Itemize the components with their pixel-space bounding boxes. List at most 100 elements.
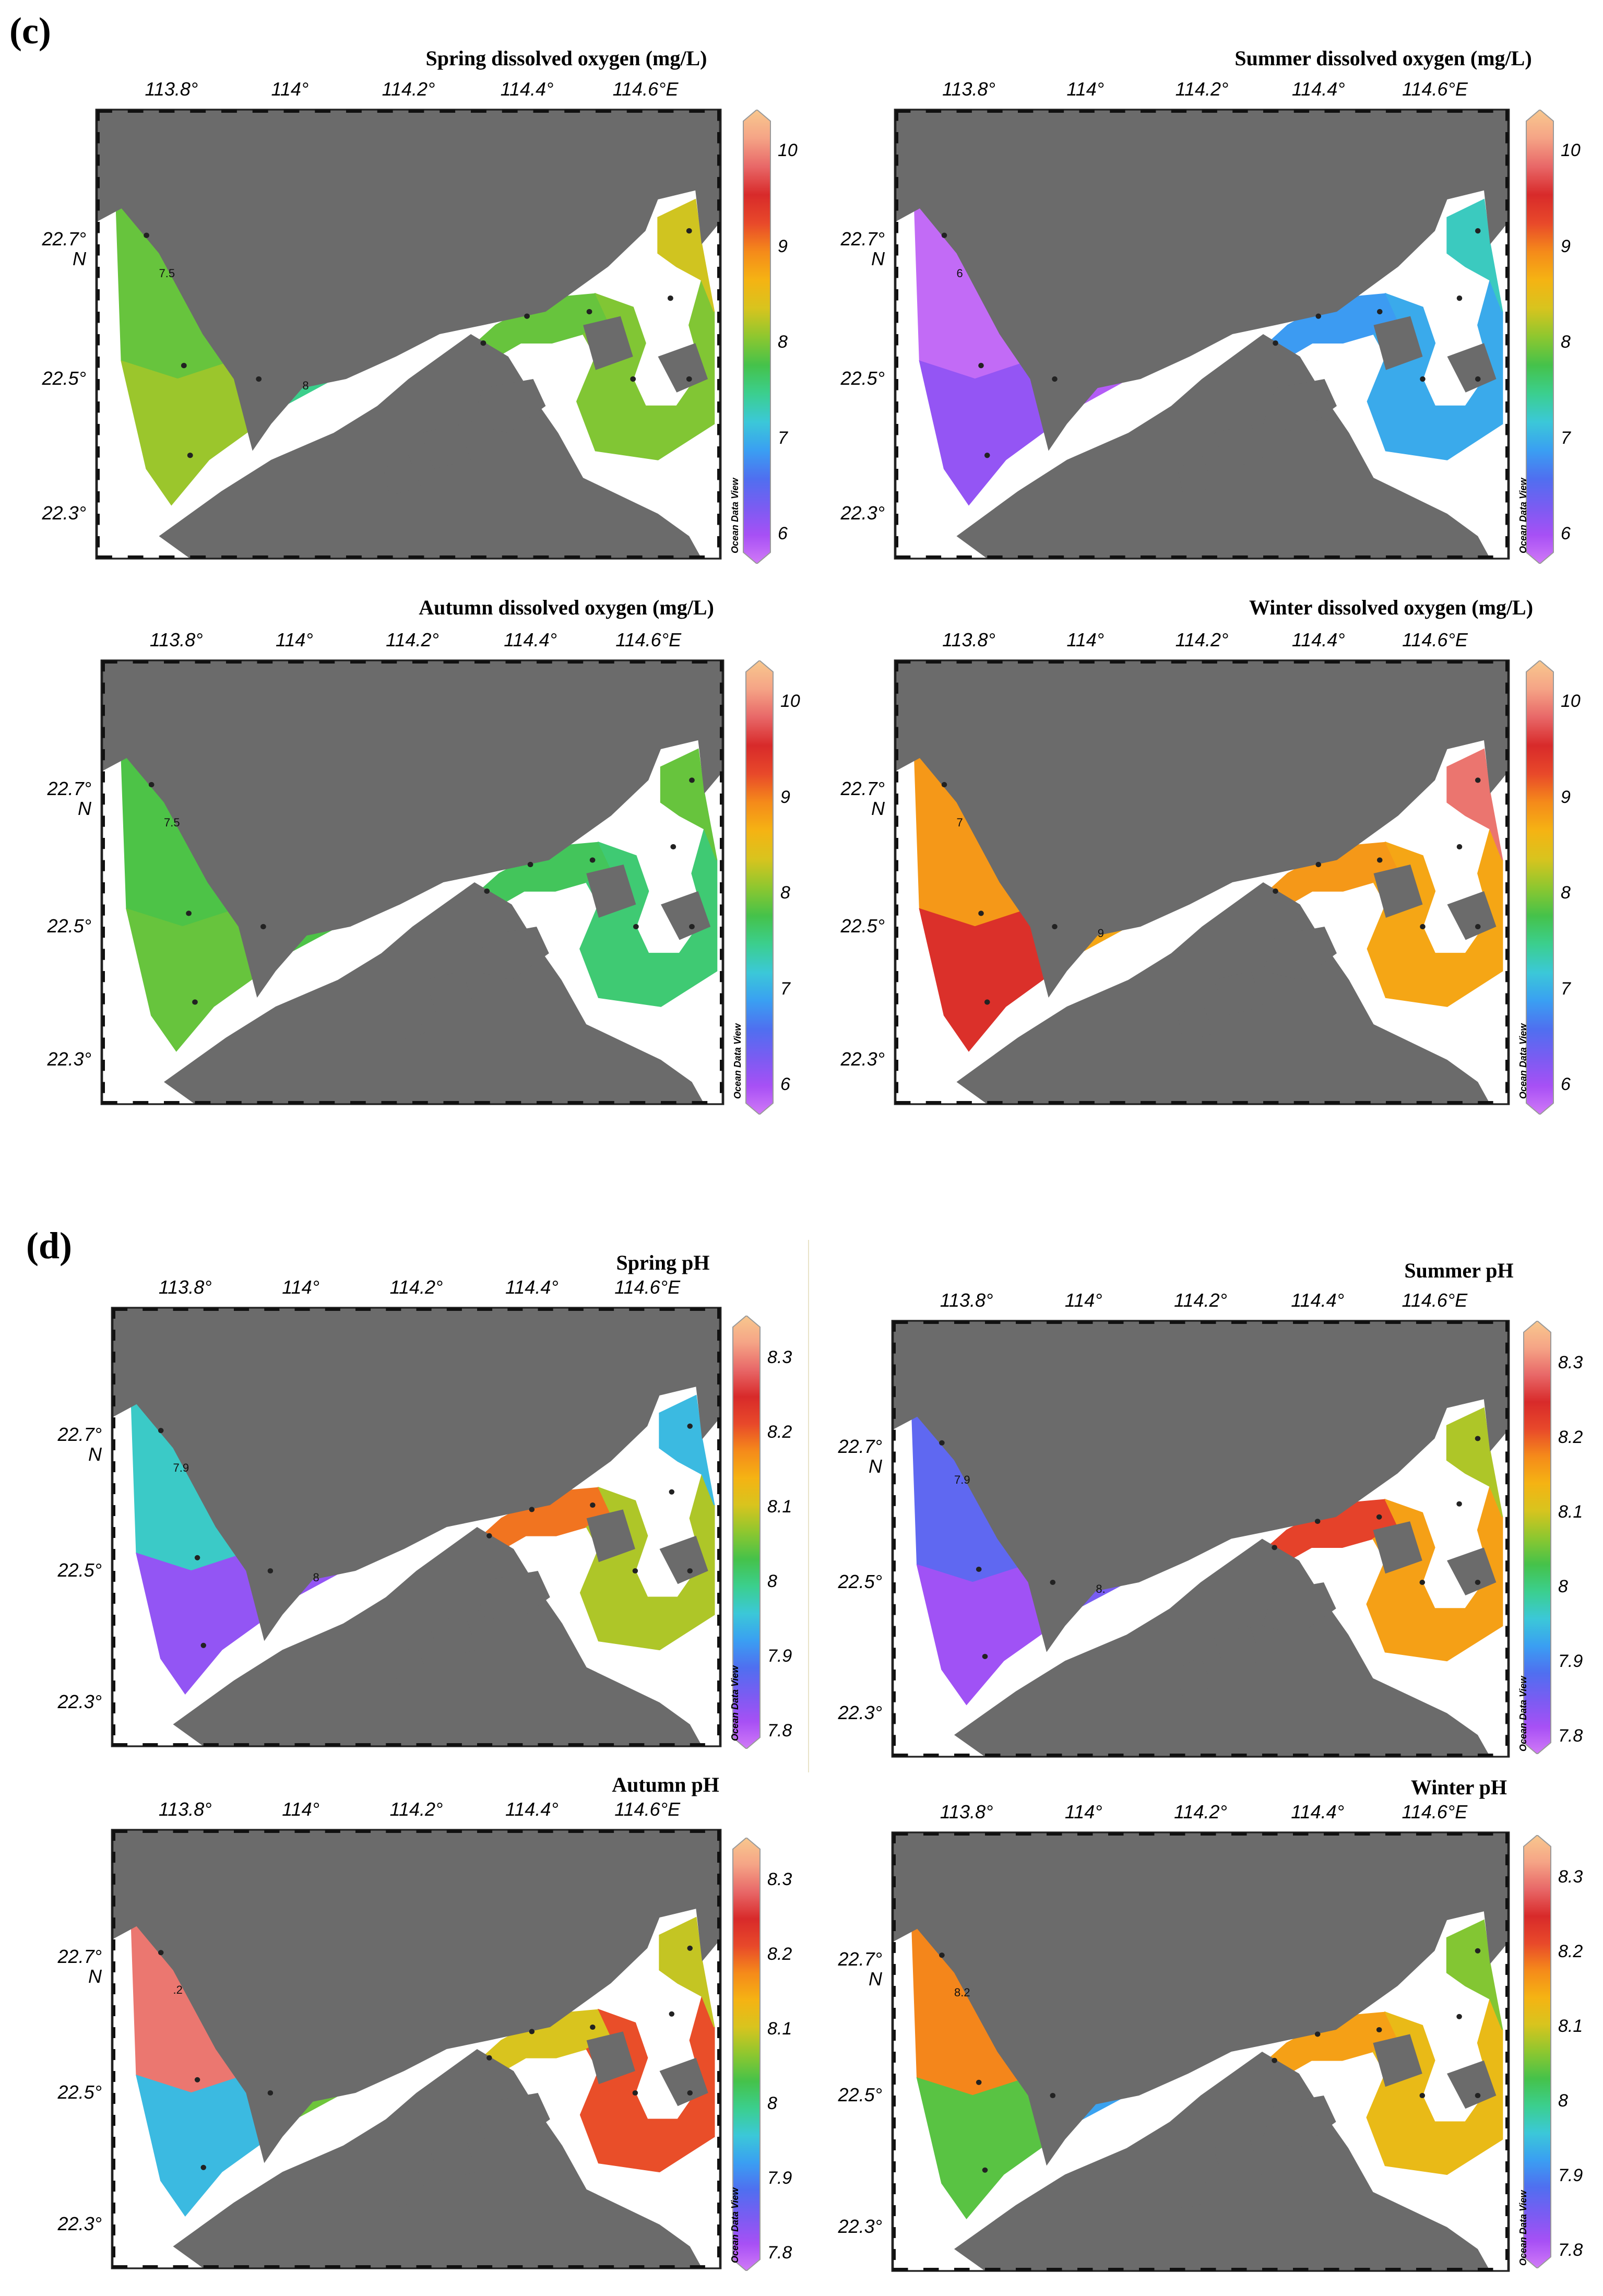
colorbar-tick: 6 [1561,1074,1571,1095]
colorbar-canvas [732,1837,761,2272]
lon-label: 114.6°E [1402,78,1468,100]
station-marker [941,782,947,788]
colorbar-tick: 8 [767,2093,777,2113]
island [583,316,633,370]
contour-label: 8. [1096,1582,1106,1595]
colorbar-tick: 7.8 [1558,1725,1583,1746]
station-marker [689,924,695,930]
island [586,865,636,918]
colorbar-tick: 8 [780,883,790,903]
station-marker [1456,2014,1462,2019]
lat-label: 22.5° [57,2081,102,2103]
lon-label: 113.8° [145,78,198,100]
water-region-west-lower [136,1548,271,1695]
station-marker [1376,1514,1382,1520]
island [424,971,474,1015]
island [586,1509,635,1563]
island [387,1002,425,1042]
contour-label: 8 [302,379,309,392]
lat-label: 22.5° [47,915,91,937]
map-canvas [111,1829,722,2269]
station-marker [527,861,533,868]
station-marker [1376,2027,1382,2033]
island [1373,316,1423,370]
panel-label-c: (c) [9,10,51,52]
island [1373,865,1423,918]
island [1373,1521,1422,1574]
ocean-data-view-label: Ocean Data View [1518,478,1528,553]
station-marker [978,910,984,916]
colorbar-tick: 9 [780,787,790,807]
water-region-west-lower [919,904,1055,1052]
lon-label: 114.4° [1291,629,1345,650]
contour-label: 8 [313,1571,319,1584]
island [383,455,421,496]
lat-label: 22.5° [838,1571,882,1592]
lat-label: 22.3° [838,2216,882,2237]
station-marker [1475,1579,1481,1585]
map-frame-ticks [895,660,1509,1104]
map-title-do-spring: Spring dissolved oxygen (mg/L) [425,46,707,70]
colorbar-canvas [743,109,771,565]
station-marker [1475,924,1481,930]
station-marker [181,363,187,369]
station-marker [976,1566,982,1572]
water-region-west-lower [121,356,259,506]
water-region-west-lower [916,1560,1054,1706]
lat-label: 22.5° [42,368,86,389]
lon-label: 114.6°E [615,629,682,650]
station-marker [1475,228,1481,234]
station-marker [1475,376,1481,382]
land-mass [102,660,723,998]
colorbar-canvas [1523,1320,1551,1755]
map-canvas [891,1320,1510,1758]
map-canvas [894,109,1510,560]
station-marker [200,2164,206,2170]
island [477,1571,550,1624]
station-marker [632,2090,638,2096]
lat-label: 22.3° [840,1048,885,1070]
water-region-east-tip [659,1916,715,2028]
land-mass [97,110,720,451]
lon-label: 114.6°E [612,78,679,100]
lon-label: 114.2° [389,1798,443,1820]
station-marker [1050,1579,1056,1585]
island [1214,971,1263,1015]
station-marker [687,1423,693,1429]
colorbar-canvas [1526,109,1554,565]
station-marker [1273,340,1278,346]
station-marker [978,363,984,369]
contour-label: 8.2 [954,1986,970,1999]
station-marker [1376,309,1383,315]
ocean-data-view-label: Ocean Data View [1518,2190,1528,2266]
ocean-data-view-label: Ocean Data View [732,1023,743,1099]
map-ph-autumn: .2 [111,1829,722,2269]
lat-label: 22.7° N [42,228,86,270]
station-marker [669,2011,675,2017]
water-region-east-tip [659,1394,715,1506]
station-marker [689,777,695,783]
station-marker [1475,1948,1481,1954]
lat-label: 22.3° [840,502,885,524]
lon-label: 114.6°E [1402,629,1468,650]
station-marker [686,376,692,382]
colorbar-tick: 7.9 [767,2168,792,2188]
station-marker [1475,777,1481,783]
lat-label: 22.3° [838,1701,882,1723]
lon-label: 114.2° [1174,1801,1227,1822]
island [471,379,546,433]
station-marker [486,1533,492,1538]
station-marker [982,1653,988,1659]
station-marker [687,2090,693,2096]
map-title-do-autumn: Autumn dissolved oxygen (mg/L) [419,596,714,619]
water-region-west-lower [916,2073,1054,2219]
colorbar-tick: 8 [767,1571,777,1591]
water-region-east-tip [660,748,718,860]
island [659,2057,708,2106]
lat-label: 22.3° [42,502,86,524]
map-frame-ticks [895,110,1509,559]
colorbar-tick: 8.2 [1558,1942,1583,1962]
colorbar-tick: 8.1 [767,2018,792,2039]
map-title-ph-autumn: Autumn pH [612,1773,719,1796]
station-marker [984,453,990,458]
